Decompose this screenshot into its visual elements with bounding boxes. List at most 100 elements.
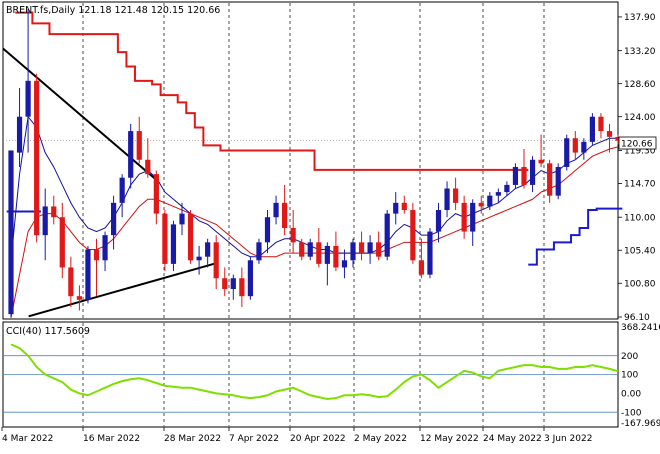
cci-tick-label: -167.969 <box>621 419 660 429</box>
time-tick-label: 4 Mar 2022 <box>2 434 53 444</box>
price-tick-label: 105.40 <box>624 246 656 256</box>
candle-body <box>8 150 14 315</box>
candle-body <box>589 116 595 142</box>
candle-body <box>187 213 194 261</box>
price-tick-label: 128.60 <box>624 80 656 90</box>
candle-body <box>93 249 100 261</box>
candle-body <box>529 159 536 185</box>
candle-body <box>521 166 527 185</box>
candle-body <box>581 141 587 153</box>
cci-reference-lines <box>3 355 618 413</box>
price-axis: 137.90 133.20 128.60 124.00 119.30 114.70 110.… <box>618 13 656 323</box>
time-tick-label: 16 Mar 2022 <box>83 434 140 444</box>
candle-body <box>230 278 236 290</box>
last-price-tag: 120.66 <box>621 140 653 150</box>
candle-body <box>153 174 159 214</box>
candle-body <box>34 80 40 236</box>
donchian-channel-lines <box>6 11 623 266</box>
cci-tick-label: 0.00 <box>621 390 641 400</box>
candle-body <box>316 242 322 264</box>
cci-tick-label: 368.2416 <box>621 323 660 333</box>
candle-body <box>333 245 339 268</box>
candle-body <box>470 202 476 232</box>
candle-body <box>410 210 416 261</box>
price-panel-frame <box>2 1 619 320</box>
candle-body <box>384 213 390 257</box>
candle-body <box>51 206 57 218</box>
time-tick-label: 2 May 2022 <box>354 434 407 444</box>
time-tick-label: 24 May 2022 <box>483 434 542 444</box>
donchian-upper-line <box>15 11 529 171</box>
trendline <box>28 262 217 318</box>
candle-body <box>427 231 433 275</box>
candle-body <box>256 242 262 261</box>
candle-body <box>564 138 570 167</box>
price-tick-label: 124.00 <box>624 113 656 123</box>
candle-body <box>418 260 424 275</box>
vertical-gridlines <box>3 3 618 426</box>
candle-body <box>512 166 519 185</box>
candle-body <box>504 184 510 193</box>
candle-body <box>239 278 245 297</box>
candle-body <box>615 136 621 141</box>
price-tick-label: 119.30 <box>624 147 656 157</box>
price-tick-label: 96.10 <box>624 313 650 323</box>
candle-body <box>376 242 382 257</box>
candle-body <box>324 245 330 264</box>
price-tick-label: 137.90 <box>624 13 656 23</box>
candle-body <box>179 213 185 225</box>
candle-body <box>358 242 365 254</box>
candle-body <box>273 202 279 218</box>
price-tick-label: 100.80 <box>624 279 656 289</box>
candle-body <box>136 131 142 160</box>
candle-body <box>170 224 177 264</box>
candle-body <box>572 138 578 153</box>
candle-body <box>341 260 348 268</box>
cci-line <box>10 343 619 401</box>
candle-body <box>453 188 459 203</box>
candle-body <box>128 131 134 178</box>
last-price-tag-box <box>618 136 657 150</box>
cci-tick-label: -100 <box>621 408 642 418</box>
candle-body <box>461 202 467 232</box>
candle-body <box>205 242 211 257</box>
candle-body <box>213 242 219 279</box>
candle-body <box>367 242 373 254</box>
candle-body <box>598 116 604 132</box>
candle-body <box>196 256 202 261</box>
candle-body <box>290 227 296 243</box>
price-tick-label: 133.20 <box>624 47 656 57</box>
time-tick-label: 28 Mar 2022 <box>164 434 221 444</box>
candle-body <box>495 192 501 196</box>
candle-body <box>478 202 484 207</box>
candle-body <box>59 217 65 268</box>
candle-body <box>307 242 313 257</box>
candle-body <box>145 159 151 175</box>
candle-body <box>25 80 31 117</box>
time-tick-label: 12 May 2022 <box>420 434 479 444</box>
candle-body <box>538 159 544 164</box>
price-tick-label: 114.70 <box>624 180 656 190</box>
candle-body <box>16 116 23 153</box>
time-axis: 4 Mar 2022 16 Mar 2022 28 Mar 2022 7 Apr 20… <box>1 427 592 444</box>
candle-body <box>350 242 356 261</box>
candle-body <box>401 202 407 211</box>
candle-body <box>119 177 125 203</box>
candle-body <box>606 131 613 137</box>
candle-body <box>162 213 168 264</box>
ma-fast-line <box>10 115 619 261</box>
cci-line-group <box>10 343 619 401</box>
candle-body <box>222 278 228 290</box>
candle-body <box>76 296 82 300</box>
candle-body <box>393 202 399 214</box>
cci-header: CCI(40) 117.5609 <box>6 326 90 337</box>
cci-axis: 368.2416 200 100 0.00 -100-167.969 <box>621 323 660 429</box>
candle-body <box>282 202 288 228</box>
cci-tick-label: 200 <box>621 352 638 362</box>
cci-tick-label: 100 <box>621 371 638 381</box>
candle-body <box>264 217 271 243</box>
time-tick-label: 7 Apr 2022 <box>229 434 279 444</box>
candlesticks <box>8 9 621 318</box>
